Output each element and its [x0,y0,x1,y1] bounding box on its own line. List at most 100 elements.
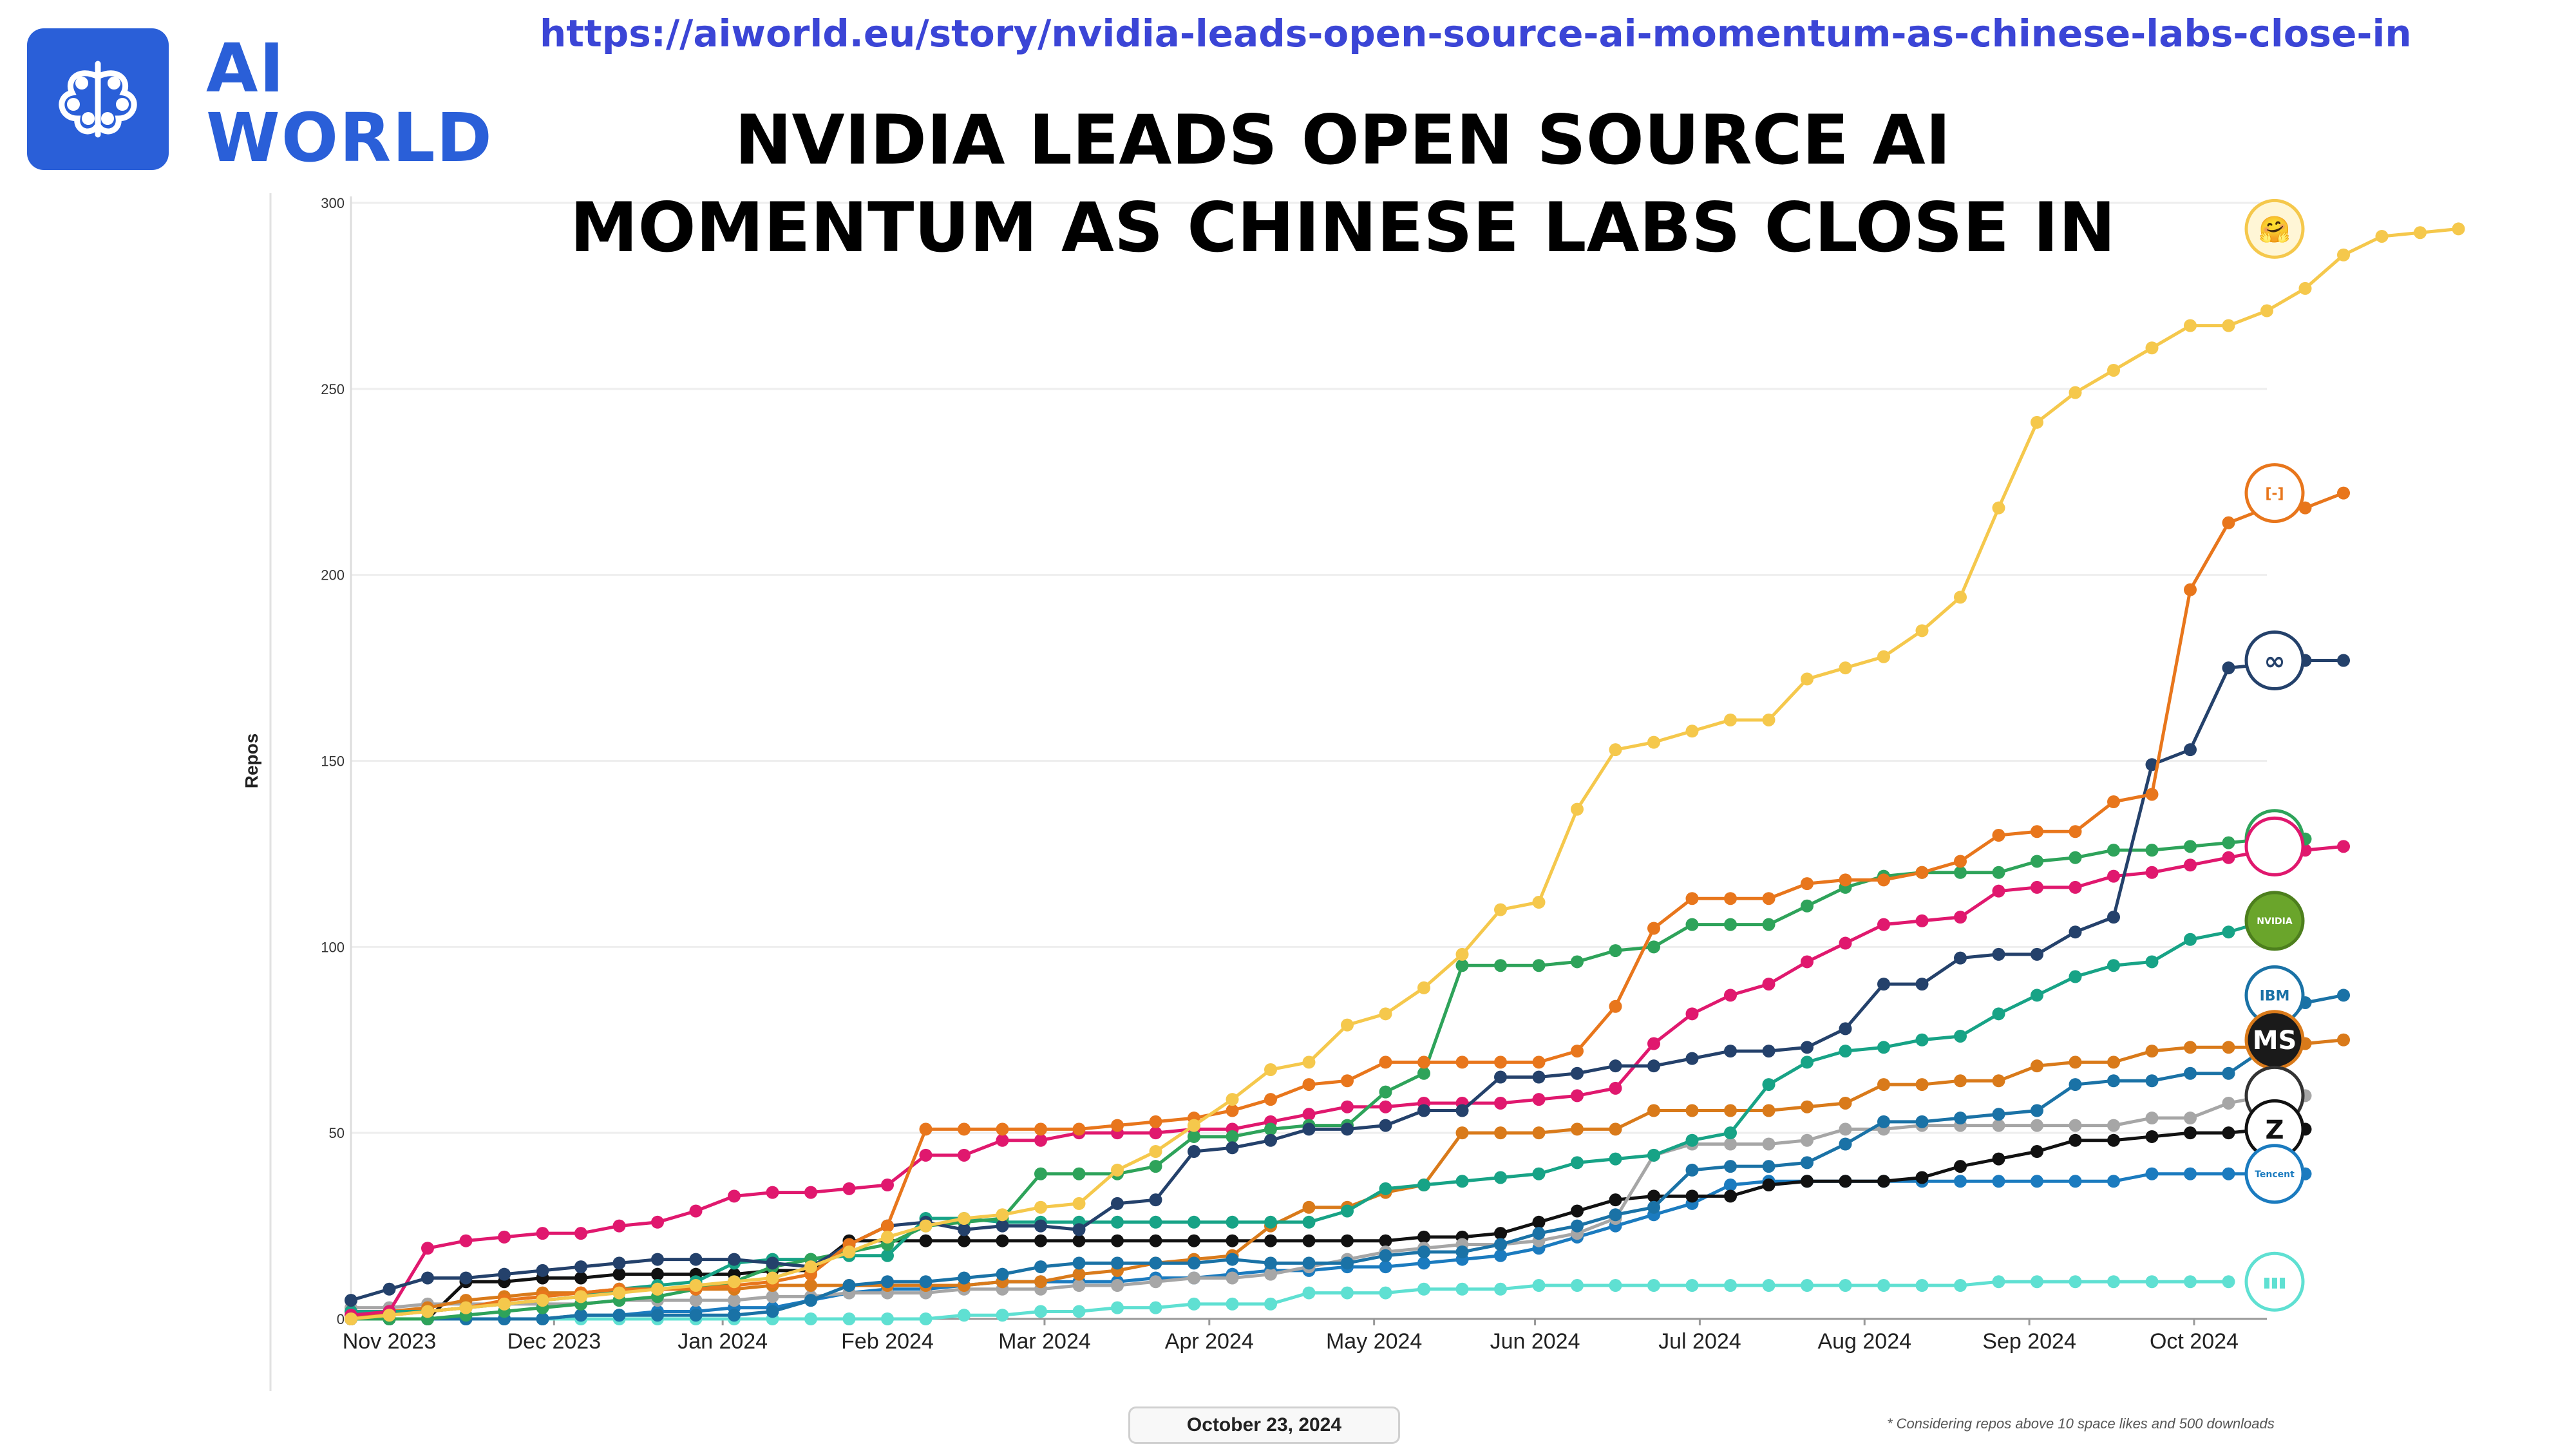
data-point [1341,1100,1354,1113]
data-point [2069,925,2082,939]
badge-circle [2244,816,2305,876]
data-point [1379,1119,1392,1132]
data-point [1915,1033,1929,1046]
data-point [1915,1279,1929,1293]
data-point [1072,1197,1086,1210]
data-point [2069,851,2082,864]
data-point [1264,1297,1277,1311]
series-line [351,1127,2306,1321]
data-point [1954,855,1967,868]
x-tick-label: Apr 2024 [1165,1329,1254,1354]
article-url[interactable]: https://aiworld.eu/story/nvidia-leads-op… [540,12,2412,55]
data-point [1839,873,1852,887]
badge-meta: ∞ [2244,630,2305,691]
data-point [1034,1275,1047,1289]
data-point [1188,1145,1200,1159]
data-point [2222,516,2235,529]
data-point [766,1290,779,1303]
data-point [1762,1160,1776,1173]
data-point [1801,877,1814,891]
data-point [1685,1189,1699,1203]
data-point [2222,1126,2235,1140]
data-point [1072,1267,1086,1281]
data-point [1188,1271,1200,1285]
data-point [1149,1301,1162,1314]
data-point [2184,1167,2197,1180]
data-point [1532,1126,1546,1140]
data-point [2184,858,2197,872]
data-point [2031,989,2043,1002]
data-point [1609,1279,1622,1293]
y-tick-label: 200 [321,567,345,583]
data-point [459,1271,473,1285]
data-point [1915,978,1929,991]
data-point [1992,866,2005,879]
data-point [1609,1122,1622,1136]
series-line [351,1094,2306,1310]
data-point [574,1290,587,1303]
series-line [350,227,2459,1321]
data-point [919,1234,933,1247]
y-tick-label: 300 [321,195,345,211]
data-point [919,1275,933,1289]
data-point [1034,1219,1047,1233]
x-tick-label: Jul 2024 [1658,1329,1741,1354]
data-point [842,1279,856,1293]
data-point [1149,1145,1162,1159]
date-button[interactable]: October 23, 2024 [1128,1406,1400,1444]
data-point [728,1275,741,1289]
data-point [459,1301,473,1314]
badge-circle [2244,630,2305,691]
data-point [958,1148,971,1162]
data-point [919,1148,933,1162]
data-point [1417,1245,1430,1259]
data-point [1341,1234,1354,1247]
data-point [1839,1175,1852,1188]
data-point [2031,1119,2043,1132]
data-point [958,1271,971,1285]
data-point [1724,1104,1737,1117]
data-point [1571,1122,1584,1136]
data-point [1034,1122,1047,1136]
data-point [1379,1056,1392,1069]
data-point [1724,1189,1737,1203]
data-point [1341,1122,1354,1136]
data-point [1111,1301,1124,1314]
data-point [1111,1215,1124,1229]
data-point [1801,1056,1814,1069]
data-point [842,1245,856,1259]
data-point [1034,1133,1047,1147]
data-point [1762,1279,1776,1293]
data-point [2222,1096,2235,1110]
data-point [1494,1282,1507,1296]
badge-microsoft: MS [2244,1010,2305,1070]
data-point [1302,1056,1316,1069]
data-point [1532,1215,1546,1229]
data-point [2452,222,2465,236]
data-point [1494,1056,1507,1069]
data-point [1954,591,1967,604]
data-point [1724,1137,1737,1151]
data-point [1226,1297,1239,1311]
data-point [1685,1133,1699,1147]
series-line [351,837,2306,1321]
badge-circle [2244,891,2305,951]
badge-label: MS [2253,1026,2297,1056]
data-point [2414,226,2427,240]
data-point [1609,1059,1622,1073]
data-point [1609,1208,1622,1222]
data-point [1839,1137,1852,1151]
data-point [1724,1179,1737,1192]
badge-ibm: IBM [2244,965,2305,1025]
data-point [1647,1148,1660,1162]
data-point [1915,1078,1929,1092]
data-point [2184,743,2197,757]
data-point [1647,940,1660,954]
data-point [1072,1223,1086,1236]
data-point [2337,1033,2350,1046]
data-point [1111,1119,1124,1132]
data-point [1954,1175,1967,1188]
data-point [1034,1260,1047,1274]
data-point [689,1309,703,1322]
